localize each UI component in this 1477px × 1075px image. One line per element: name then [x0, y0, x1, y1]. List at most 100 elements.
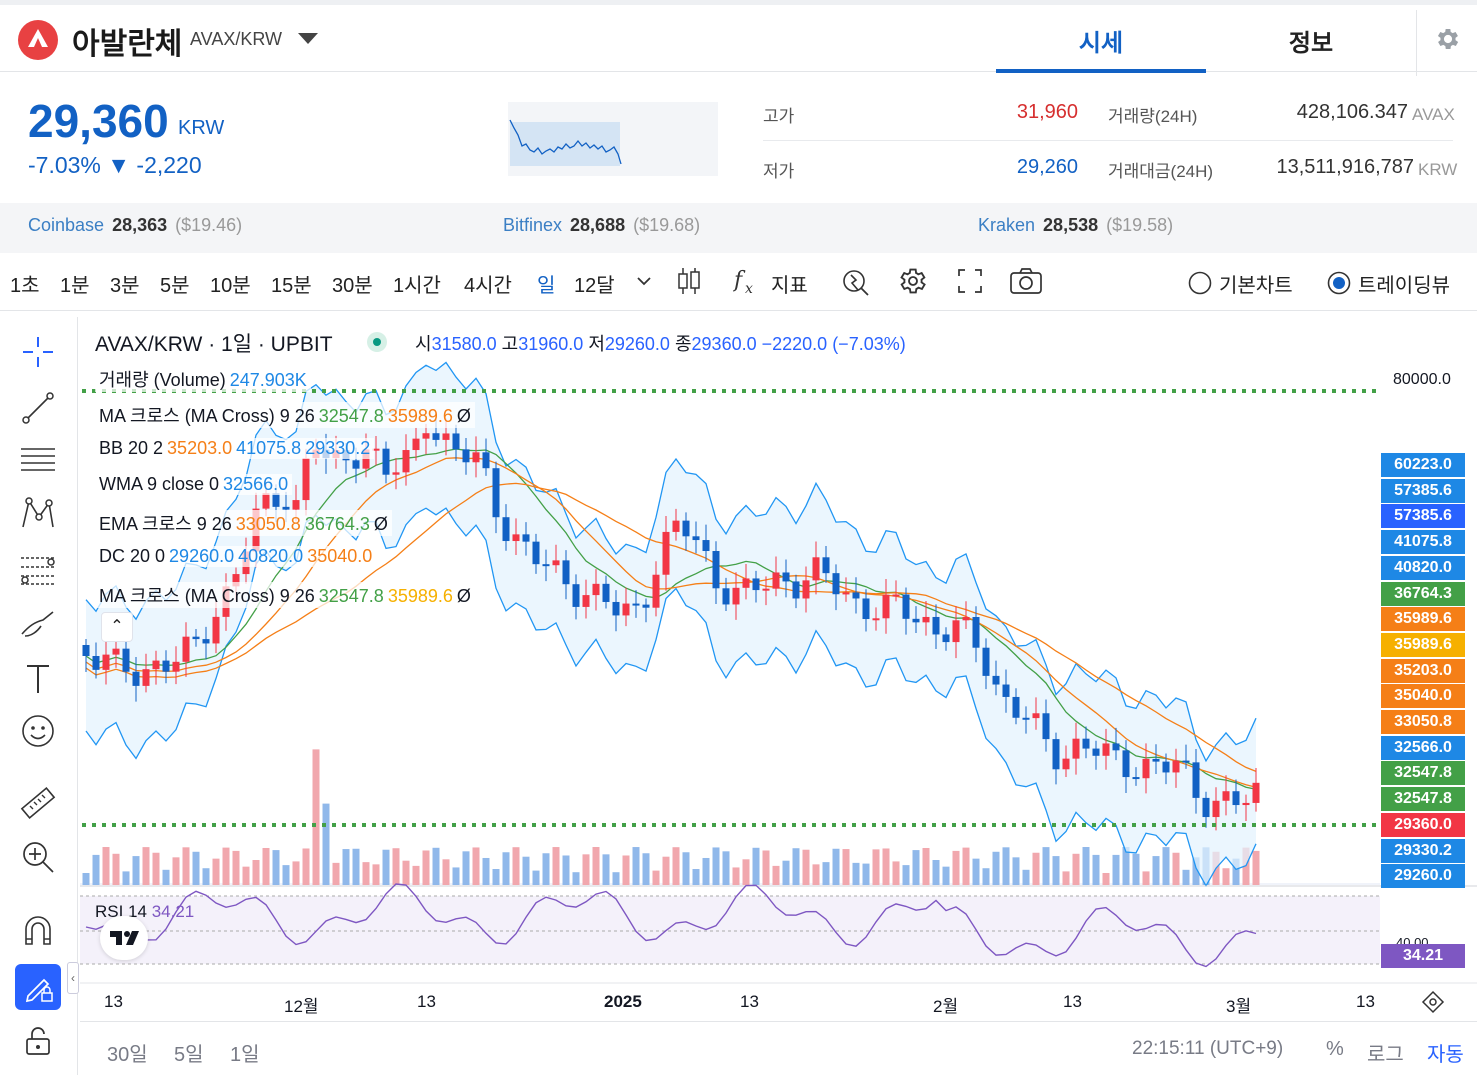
volume-bar	[292, 861, 300, 885]
coin-pair[interactable]: AVAX/KRW	[190, 29, 283, 49]
legend-ma-cross-2[interactable]: MA 크로스 (MA Cross) 9 26 32547.8 35989.6 Ø	[95, 582, 475, 608]
emoji-icon[interactable]	[19, 712, 57, 755]
brush-icon[interactable]	[19, 606, 57, 649]
candle-body	[302, 458, 310, 501]
timeframe-12mo[interactable]: 12달	[574, 275, 615, 297]
tab-price[interactable]: 시세	[1078, 30, 1124, 57]
volume-bar	[622, 855, 630, 885]
volume-bar	[982, 868, 990, 885]
high-label: 고가	[763, 107, 795, 126]
candle-body	[842, 592, 850, 595]
candle-type-icon[interactable]	[676, 265, 702, 302]
collapse-toolbar-button[interactable]: ‹	[67, 962, 79, 994]
legend-dc[interactable]: DC 20 0 29260.0 40820.0 35040.0	[95, 546, 377, 567]
price-chart-canvas[interactable]	[80, 315, 1477, 1021]
volume-bar	[812, 864, 820, 885]
legend-bb[interactable]: BB 20 2 35203.0 41075.8 29330.2	[95, 438, 375, 459]
volume-bar	[172, 857, 180, 885]
timeframe-30m[interactable]: 30분	[332, 275, 373, 297]
tradingview-logo-icon[interactable]	[100, 916, 148, 960]
candle-body	[782, 572, 790, 582]
volume-value: 428,106.347	[1296, 101, 1408, 123]
candle-body	[722, 588, 730, 605]
volume-bar	[322, 803, 330, 885]
legend-rsi[interactable]: RSI 14 34.21	[95, 902, 195, 921]
camera-icon[interactable]	[1009, 265, 1043, 302]
volume-bar	[252, 859, 260, 885]
volume-bar	[802, 849, 810, 885]
basic-chart-label[interactable]: 기본차트	[1219, 275, 1293, 297]
timeframe-1s[interactable]: 1초	[10, 275, 40, 297]
collapse-legend-chevron-up-icon[interactable]: ⌃	[101, 612, 133, 642]
volume-bar	[82, 873, 90, 885]
volume-bar	[872, 849, 880, 885]
legend-wma[interactable]: WMA 9 close 0 32566.0	[95, 474, 293, 495]
chart-settings-icon[interactable]	[897, 265, 929, 302]
volume-bar	[342, 849, 350, 885]
timeframe-15m[interactable]: 15분	[271, 275, 312, 297]
percent-toggle[interactable]: %	[1326, 1038, 1344, 1060]
range-30d[interactable]: 30일	[107, 1044, 148, 1066]
text-tool-icon[interactable]	[19, 660, 57, 703]
volume-bar	[852, 862, 860, 885]
volume-bar	[712, 847, 720, 885]
volume-bar	[1252, 850, 1260, 885]
volume-bar	[832, 848, 840, 885]
candle-body	[1012, 696, 1020, 718]
auto-toggle[interactable]: 자동	[1427, 1044, 1464, 1066]
indicators-button[interactable]: 지표	[771, 275, 808, 297]
zoom-in-icon[interactable]	[19, 838, 57, 881]
basic-chart-radio[interactable]	[1188, 271, 1212, 300]
range-5d[interactable]: 5일	[174, 1044, 204, 1066]
tab-info[interactable]: 정보	[1288, 30, 1334, 57]
volume-bar	[272, 850, 280, 885]
volume-bar	[152, 852, 160, 885]
timeframe-1m[interactable]: 1분	[60, 275, 90, 297]
fullscreen-icon[interactable]	[956, 265, 984, 302]
legend-ema-cross[interactable]: EMA 크로스 9 26 33050.8 36764.3 Ø	[95, 510, 392, 536]
timeframe-day[interactable]: 일	[537, 275, 556, 297]
chart-toolbar	[0, 253, 1477, 311]
timeframe-4h[interactable]: 4시간	[464, 275, 512, 297]
candle-body	[902, 594, 910, 619]
timeframe-10m[interactable]: 10분	[210, 275, 251, 297]
volume-bar	[312, 749, 320, 885]
volume-bar	[862, 863, 870, 885]
alert-icon[interactable]	[841, 265, 871, 302]
fib-retracement-icon[interactable]	[19, 550, 57, 593]
log-toggle[interactable]: 로그	[1367, 1044, 1404, 1066]
range-1d[interactable]: 1일	[230, 1044, 260, 1066]
timeframe-1h[interactable]: 1시간	[393, 275, 441, 297]
lock-icon[interactable]	[19, 1022, 57, 1065]
ruler-icon[interactable]	[19, 784, 57, 827]
chevron-down-icon[interactable]	[636, 274, 652, 292]
legend-ma-cross[interactable]: MA 크로스 (MA Cross) 9 26 32547.8 35989.6 Ø	[95, 402, 475, 428]
lock-drawing-button[interactable]	[15, 964, 61, 1010]
candle-body	[622, 603, 630, 616]
volume-bar	[1022, 869, 1030, 885]
mini-price-chart	[508, 102, 718, 176]
low-value: 29,260	[1016, 156, 1078, 178]
timeframe-5m[interactable]: 5분	[160, 275, 190, 297]
svg-text:x: x	[745, 281, 753, 297]
crosshair-icon[interactable]	[19, 333, 57, 376]
trend-line-icon[interactable]	[19, 389, 57, 432]
horizontal-lines-icon[interactable]	[19, 441, 57, 484]
go-to-realtime-icon[interactable]	[1420, 989, 1446, 1020]
magnet-icon[interactable]	[19, 912, 57, 955]
tradingview-radio[interactable]	[1327, 271, 1351, 300]
volume-bar	[962, 847, 970, 885]
pattern-icon[interactable]	[19, 495, 57, 538]
volume-bar	[762, 850, 770, 885]
candle-body	[1122, 750, 1130, 778]
timeframe-3m[interactable]: 3분	[110, 275, 140, 297]
tradingview-label[interactable]: 트레이딩뷰	[1358, 275, 1450, 297]
price-change: -7.03% ▼ -2,220	[28, 152, 202, 178]
candle-body	[612, 601, 620, 616]
legend-volume[interactable]: 거래량 (Volume) 247.903K	[95, 366, 311, 392]
candle-body	[792, 581, 800, 599]
pair-dropdown-icon[interactable]	[298, 33, 318, 44]
settings-gear-icon[interactable]	[1434, 25, 1462, 58]
market-open-indicator	[367, 332, 387, 352]
